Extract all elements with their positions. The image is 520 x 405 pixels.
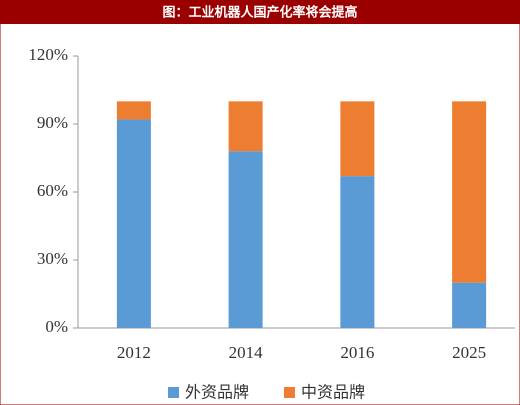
legend-label: 外资品牌 bbox=[185, 383, 249, 402]
chart-title: 图：工业机器人国产化率将会提高 bbox=[162, 5, 357, 21]
y-tick-label: 90% bbox=[37, 113, 68, 132]
y-tick-label: 60% bbox=[37, 181, 68, 200]
bar-segment bbox=[340, 176, 375, 328]
legend-swatch bbox=[168, 387, 179, 398]
bar-segment bbox=[340, 101, 375, 177]
x-tick-label: 2025 bbox=[452, 343, 486, 362]
bar-segment bbox=[228, 101, 263, 152]
title-banner bbox=[0, 0, 520, 24]
x-tick-label: 2016 bbox=[340, 343, 374, 362]
y-tick-label: 30% bbox=[37, 249, 68, 268]
x-tick-label: 2014 bbox=[229, 343, 264, 362]
x-tick-label: 2012 bbox=[117, 343, 151, 362]
bar-segment bbox=[228, 151, 263, 328]
legend-swatch bbox=[284, 387, 295, 398]
y-tick-label: 0% bbox=[45, 317, 68, 336]
bar-segment bbox=[116, 101, 151, 120]
legend-label: 中资品牌 bbox=[301, 383, 365, 402]
y-tick-label: 120% bbox=[28, 45, 68, 64]
bar-segment bbox=[116, 119, 151, 328]
bar-segment bbox=[452, 101, 487, 283]
bar-segment bbox=[452, 282, 487, 328]
